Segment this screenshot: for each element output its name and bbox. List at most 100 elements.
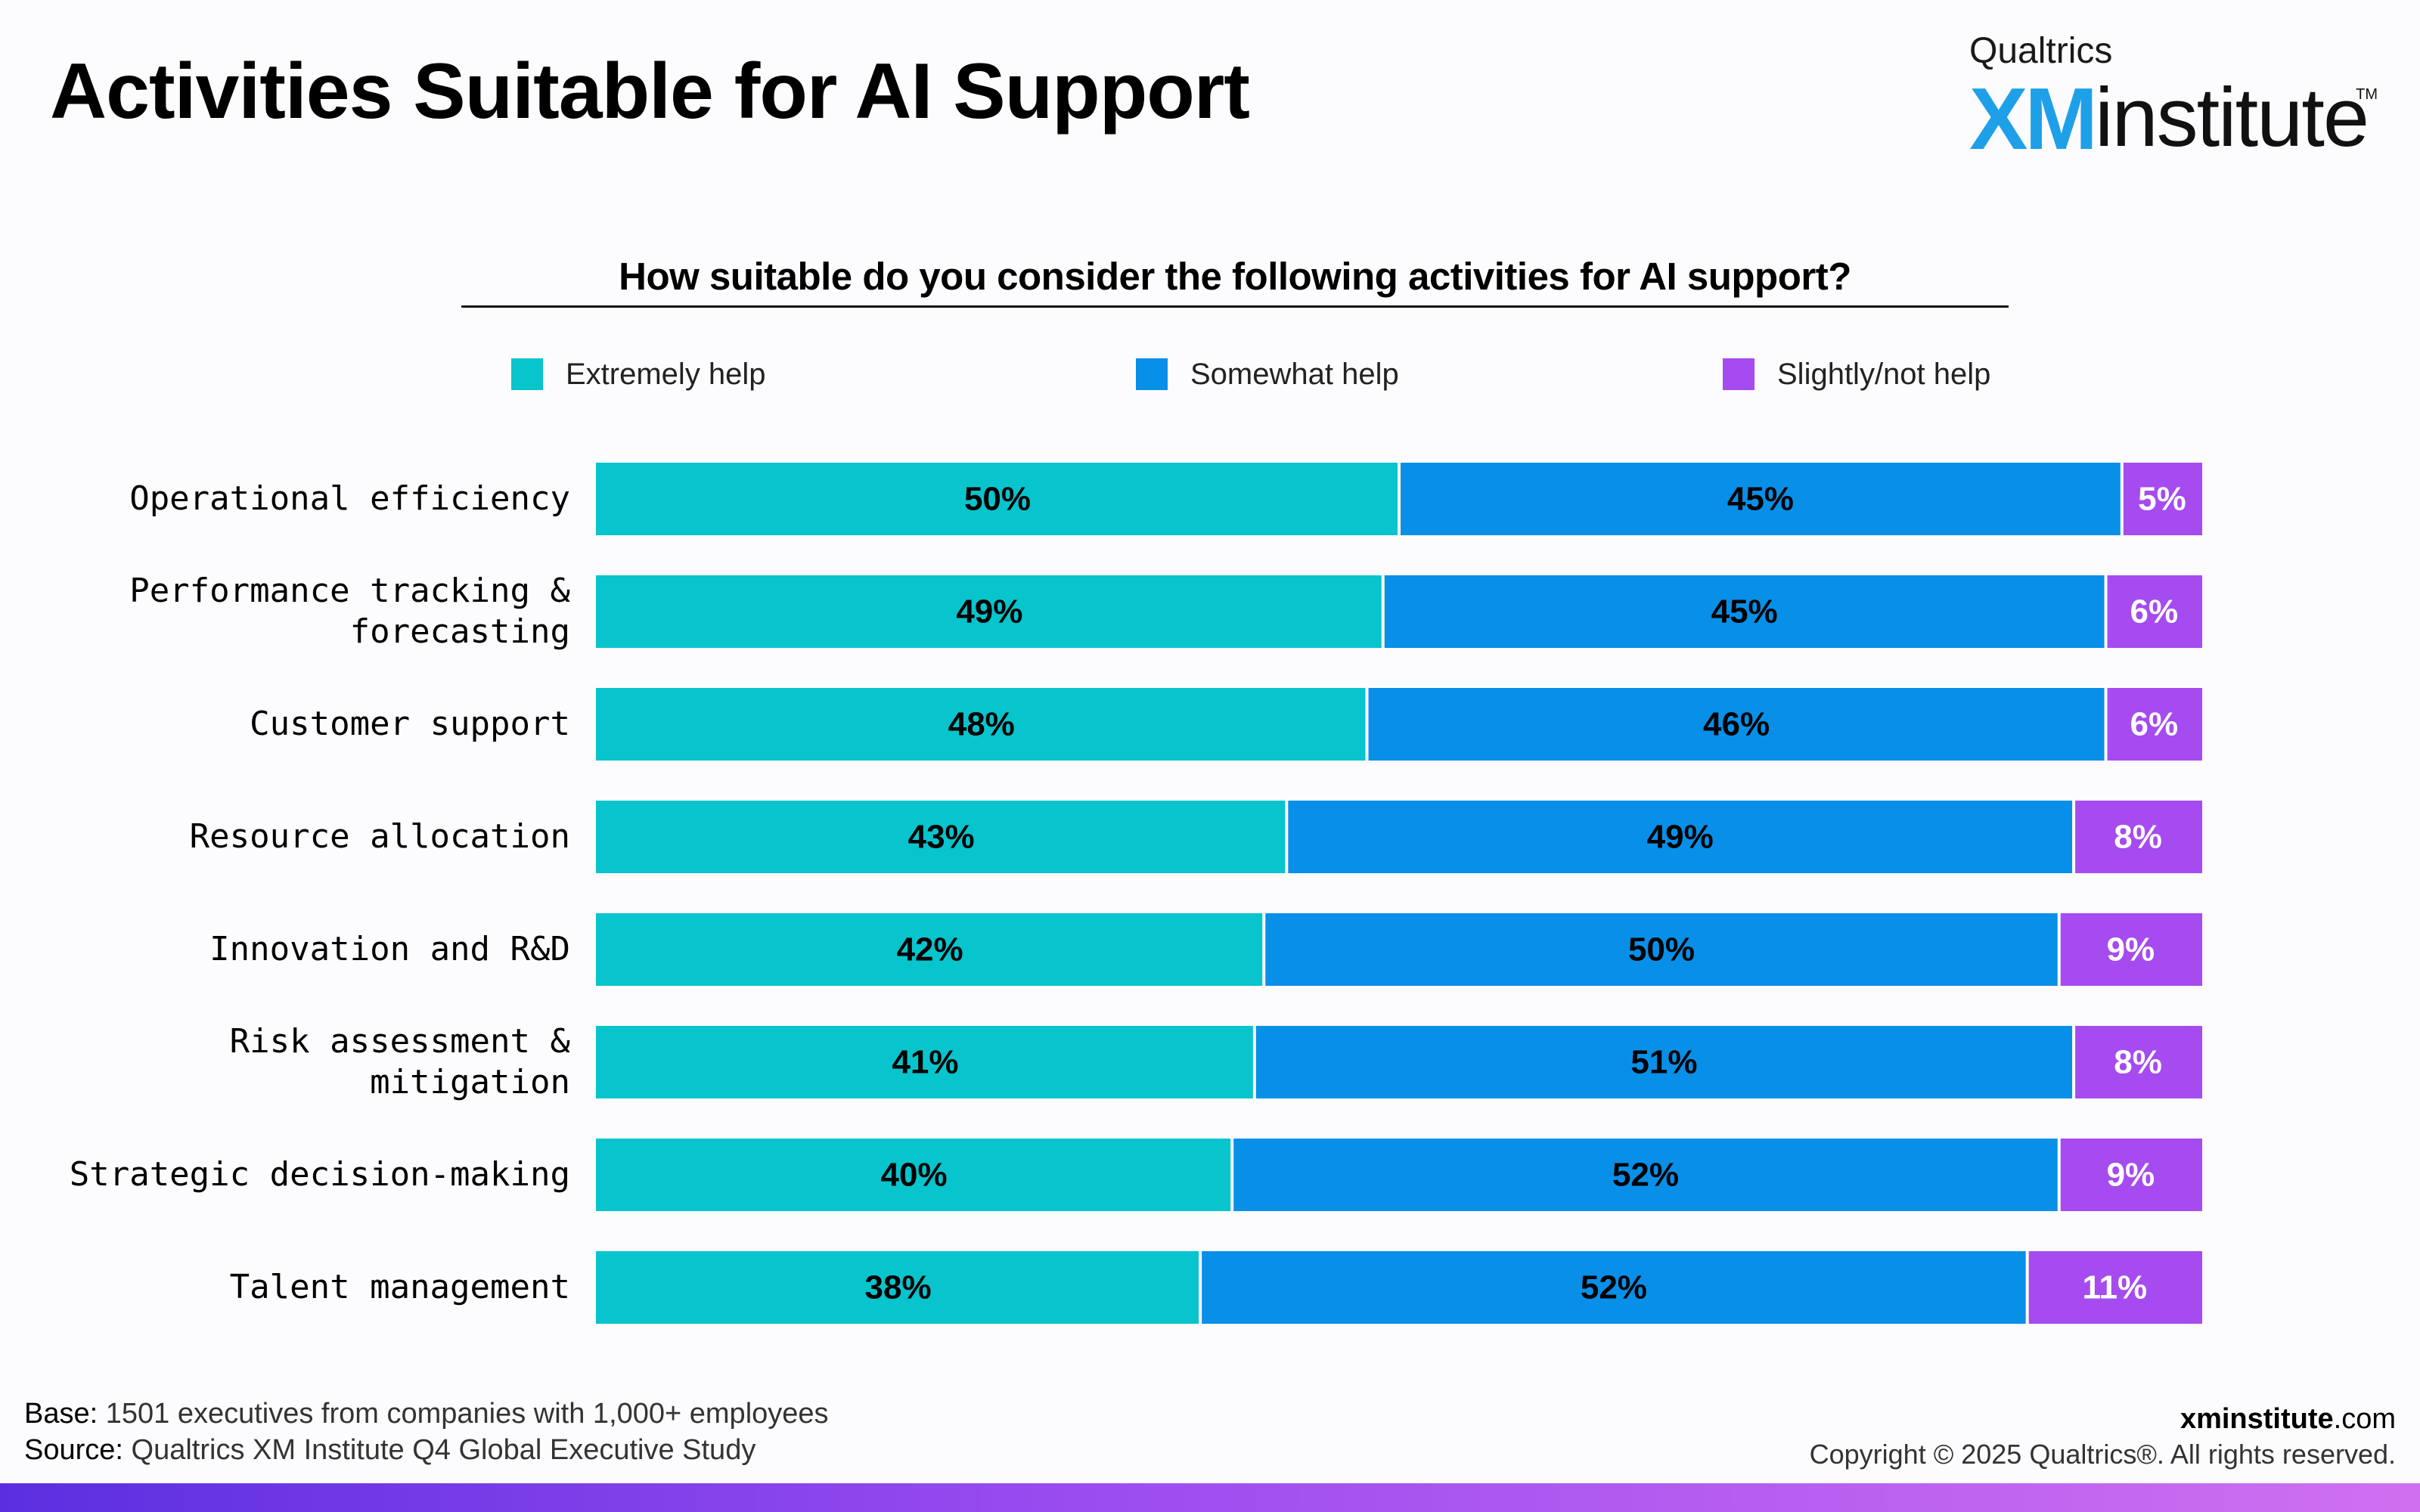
bar-segment — [596, 913, 1264, 986]
category-label: Operational efficiency — [129, 479, 570, 518]
bar-value-label: 49% — [1647, 819, 1714, 856]
bar-value-label: 6% — [2130, 706, 2178, 743]
bar-segment — [2027, 1251, 2202, 1324]
legend-extremely-help: Extremely help — [511, 355, 766, 393]
bar-segment — [2105, 575, 2202, 648]
category-label: Customer support — [250, 705, 570, 743]
bar-value-label: 52% — [1581, 1269, 1647, 1306]
bar-segment — [596, 688, 1367, 761]
source-text: Qualtrics XM Institute Q4 Global Executi… — [123, 1434, 756, 1466]
legend-swatch-extremely — [511, 358, 543, 390]
bar-segment — [596, 463, 1399, 535]
xm-institute-logo: Qualtrics XM institute TM — [1969, 30, 2378, 168]
bar-segment — [1254, 1026, 2074, 1098]
logo-institute-text: institute — [2095, 71, 2369, 164]
bar-segment — [1286, 801, 2074, 873]
bar-value-label: 40% — [881, 1157, 948, 1194]
bar-segment — [2121, 463, 2202, 535]
legend-label-slightly: Slightly/not help — [1777, 357, 1991, 391]
segment-divider — [2072, 801, 2076, 873]
logo-trademark: TM — [2356, 86, 2378, 103]
logo-qualtrics-text: Qualtrics — [1969, 31, 2113, 71]
category-label: Performance tracking & forecasting — [129, 572, 570, 651]
bar-value-label: 49% — [956, 593, 1022, 631]
bar-segment — [2074, 801, 2202, 873]
base-label: Base: — [24, 1398, 98, 1430]
category-label: Strategic decision-making — [69, 1155, 570, 1194]
bar-segment — [2059, 913, 2202, 986]
legend-slightly-help: Slightly/not help — [1723, 355, 1990, 393]
base-note: Base: 1501 executives from companies wit… — [24, 1396, 829, 1432]
page-title: Activities Suitable for AI Support — [50, 48, 1250, 135]
bar-value-label: 50% — [1628, 931, 1695, 968]
bar-segment — [2105, 688, 2202, 761]
footer-brand: xminstitute.com Copyright © 2025 Qualtri… — [1810, 1403, 2396, 1470]
segment-divider — [1381, 575, 1385, 648]
segment-divider — [1365, 688, 1369, 761]
bar-segment — [596, 801, 1287, 873]
bar-segment — [1232, 1139, 2059, 1211]
chart-title: How suitable do you consider the followi… — [619, 255, 1851, 298]
bar-segment — [596, 1026, 1255, 1098]
segment-divider — [2057, 913, 2061, 986]
site-rest: .com — [2333, 1403, 2396, 1435]
bar-value-label: 43% — [908, 819, 975, 856]
bar-value-label: 45% — [1727, 481, 1794, 518]
bar-value-label: 52% — [1612, 1157, 1679, 1194]
bar-segment — [1200, 1251, 2028, 1324]
segment-divider — [1252, 1026, 1256, 1098]
category-label: Innovation and R&D — [209, 930, 570, 968]
legend-label-extremely: Extremely help — [566, 357, 766, 391]
bar-value-label: 45% — [1711, 593, 1778, 631]
legend-swatch-somewhat — [1136, 358, 1168, 390]
bar-value-label: 38% — [865, 1269, 932, 1306]
bar-value-label: 6% — [2130, 593, 2178, 631]
bar-segment — [2074, 1026, 2202, 1098]
segment-divider — [2025, 1251, 2029, 1324]
segment-divider — [1262, 913, 1266, 986]
bar-value-label: 46% — [1703, 706, 1770, 743]
segment-divider — [2104, 688, 2108, 761]
title-underline — [461, 305, 2009, 308]
bar-segment — [596, 575, 1383, 648]
bar-value-label: 42% — [897, 931, 963, 968]
segment-divider — [2120, 463, 2124, 535]
site-bold: xminstitute — [2180, 1403, 2334, 1435]
source-label: Source: — [24, 1434, 123, 1466]
bar-value-label: 8% — [2114, 1044, 2162, 1081]
bar-segment — [2059, 1139, 2202, 1211]
bar-segment — [1399, 463, 2122, 535]
segment-divider — [1230, 1139, 1234, 1211]
copyright-text: Copyright © 2025 Qualtrics®. All rights … — [1809, 1439, 2396, 1470]
category-label: Risk assessment & mitigation — [229, 1022, 570, 1101]
logo-xm-text: XM — [1969, 70, 2098, 168]
bar-segment — [1264, 913, 2059, 986]
legend-swatch-slightly — [1723, 358, 1754, 390]
segment-divider — [1285, 801, 1289, 873]
bar-value-label: 5% — [2138, 481, 2186, 518]
bar-segment — [1382, 575, 2106, 648]
footer-notes: Base: 1501 executives from companies wit… — [24, 1396, 829, 1468]
bar-value-label: 9% — [2107, 931, 2155, 968]
bar-value-label: 51% — [1630, 1044, 1697, 1081]
base-text: 1501 executives from companies with 1,00… — [98, 1398, 829, 1430]
bar-value-label: 9% — [2107, 1157, 2155, 1194]
legend-label-somewhat: Somewhat help — [1190, 357, 1399, 391]
segment-divider — [2072, 1026, 2076, 1098]
bottom-gradient-bar — [0, 1483, 2420, 1512]
segment-divider — [1398, 463, 1401, 535]
bar-value-label: 41% — [892, 1044, 958, 1081]
bar-value-label: 8% — [2114, 819, 2162, 856]
source-note: Source: Qualtrics XM Institute Q4 Global… — [24, 1432, 829, 1468]
bar-value-label: 48% — [948, 706, 1015, 743]
segment-divider — [2104, 575, 2108, 648]
bar-segment — [1367, 688, 2106, 761]
segment-divider — [2057, 1139, 2061, 1211]
segment-divider — [1199, 1251, 1202, 1324]
bar-value-label: 50% — [964, 481, 1031, 518]
bar-segment — [596, 1139, 1233, 1211]
legend-somewhat-help: Somewhat help — [1136, 355, 1399, 393]
category-label: Talent management — [229, 1268, 570, 1306]
site-link[interactable]: xminstitute.com — [1810, 1403, 2396, 1436]
bar-value-label: 11% — [2083, 1269, 2148, 1306]
